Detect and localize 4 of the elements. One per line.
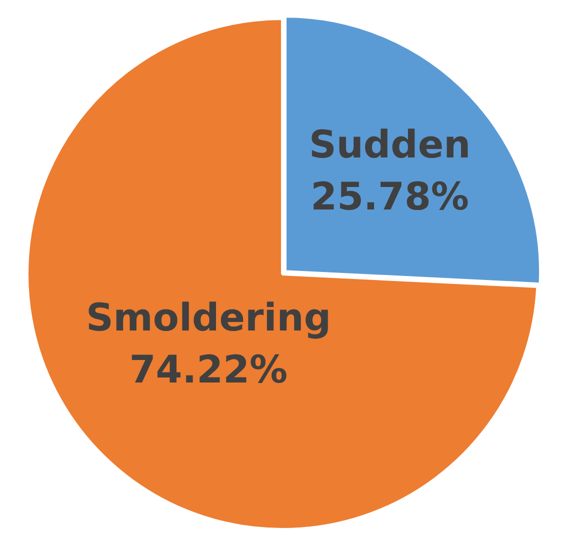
slice-label: Smoldering <box>86 295 332 340</box>
slice-label: Sudden <box>308 122 471 167</box>
data-label: 74.22% <box>129 347 288 392</box>
data-label: 25.78% <box>310 174 469 219</box>
